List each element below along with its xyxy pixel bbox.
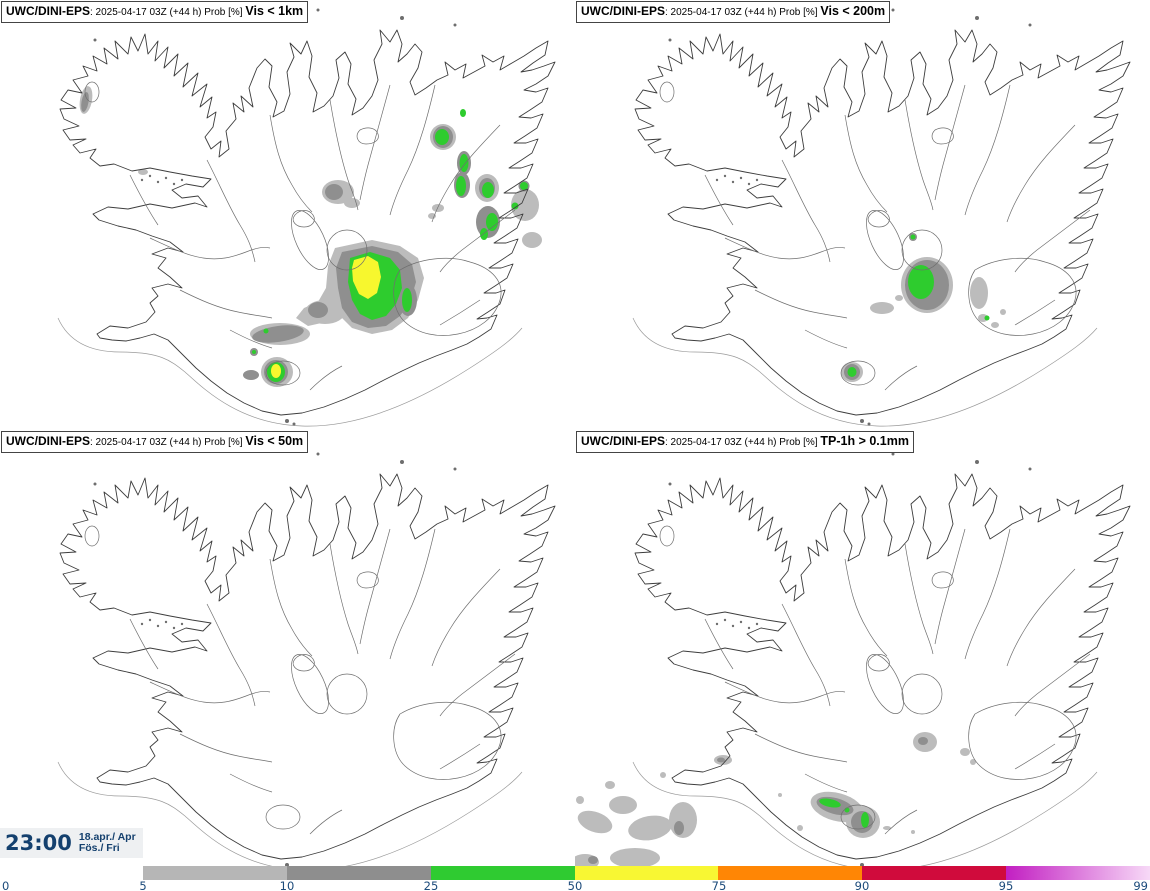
run-info: : 2025-04-17 03Z (+44 h) Prob [%]	[90, 437, 246, 448]
run-info: : 2025-04-17 03Z (+44 h) Prob [%]	[90, 7, 246, 18]
product-name: UWC/DINI-EPS	[6, 4, 90, 18]
colorbar-segment	[286, 866, 431, 880]
colorbar-tick: 90	[854, 879, 870, 891]
colorbar-tick: 25	[423, 879, 439, 891]
panel-title: UWC/DINI-EPS: 2025-04-17 03Z (+44 h) Pro…	[576, 431, 914, 453]
valid-time-box: 23:00 18.apr./ Apr Fös./ Fri	[0, 828, 143, 858]
panel-title: UWC/DINI-EPS: 2025-04-17 03Z (+44 h) Pro…	[1, 1, 309, 23]
colorbar-segment	[1006, 866, 1150, 880]
product-name: UWC/DINI-EPS	[581, 4, 665, 18]
panel-tp-1h: UWC/DINI-EPS: 2025-04-17 03Z (+44 h) Pro…	[575, 430, 1150, 891]
iceland-map	[57, 452, 556, 871]
threshold-label: Vis < 200m	[820, 4, 886, 18]
run-info: : 2025-04-17 03Z (+44 h) Prob [%]	[665, 437, 821, 448]
colorbar-tick: 75	[711, 879, 727, 891]
colorbar-tick: 99	[1133, 879, 1148, 891]
threshold-label: Vis < 1km	[245, 4, 304, 18]
product-name: UWC/DINI-EPS	[581, 434, 665, 448]
valid-date: 18.apr./ Apr Fös./ Fri	[78, 830, 136, 855]
probability-colorbar	[143, 866, 1150, 880]
colorbar-segment	[430, 866, 575, 880]
prob-shading-vis-200m	[841, 233, 1006, 382]
threshold-label: TP-1h > 0.1mm	[820, 434, 909, 448]
colorbar-segment	[143, 866, 287, 880]
colorbar-segment	[574, 866, 719, 880]
panel-vis-200m: UWC/DINI-EPS: 2025-04-17 03Z (+44 h) Pro…	[575, 0, 1150, 430]
colorbar-tick: 0	[2, 879, 10, 891]
panel-vis-50m: UWC/DINI-EPS: 2025-04-17 03Z (+44 h) Pro…	[0, 430, 575, 891]
colorbar-tick: 50	[567, 879, 583, 891]
panel-vis-1km: UWC/DINI-EPS: 2025-04-17 03Z (+44 h) Pro…	[0, 0, 575, 430]
valid-time: 23:00	[5, 831, 72, 855]
threshold-label: Vis < 50m	[245, 434, 304, 448]
product-name: UWC/DINI-EPS	[6, 434, 90, 448]
colorbar-tick: 10	[279, 879, 295, 891]
iceland-map	[575, 452, 1131, 871]
valid-day-line: Fös./ Fri	[78, 842, 120, 854]
colorbar-segment	[862, 866, 1007, 880]
colorbar-segment	[718, 866, 863, 880]
prob-shading-tp-1h	[575, 732, 976, 870]
panel-title: UWC/DINI-EPS: 2025-04-17 03Z (+44 h) Pro…	[576, 1, 891, 23]
iceland-map	[57, 8, 556, 427]
panel-title: UWC/DINI-EPS: 2025-04-17 03Z (+44 h) Pro…	[1, 431, 309, 453]
colorbar-tick: 95	[998, 879, 1014, 891]
colorbar-tick: 5	[139, 879, 147, 891]
iceland-map	[632, 8, 1131, 427]
prob-shading-vis-1km	[79, 86, 542, 387]
run-info: : 2025-04-17 03Z (+44 h) Prob [%]	[665, 7, 821, 18]
valid-date-line: 18.apr./ Apr	[78, 830, 136, 843]
